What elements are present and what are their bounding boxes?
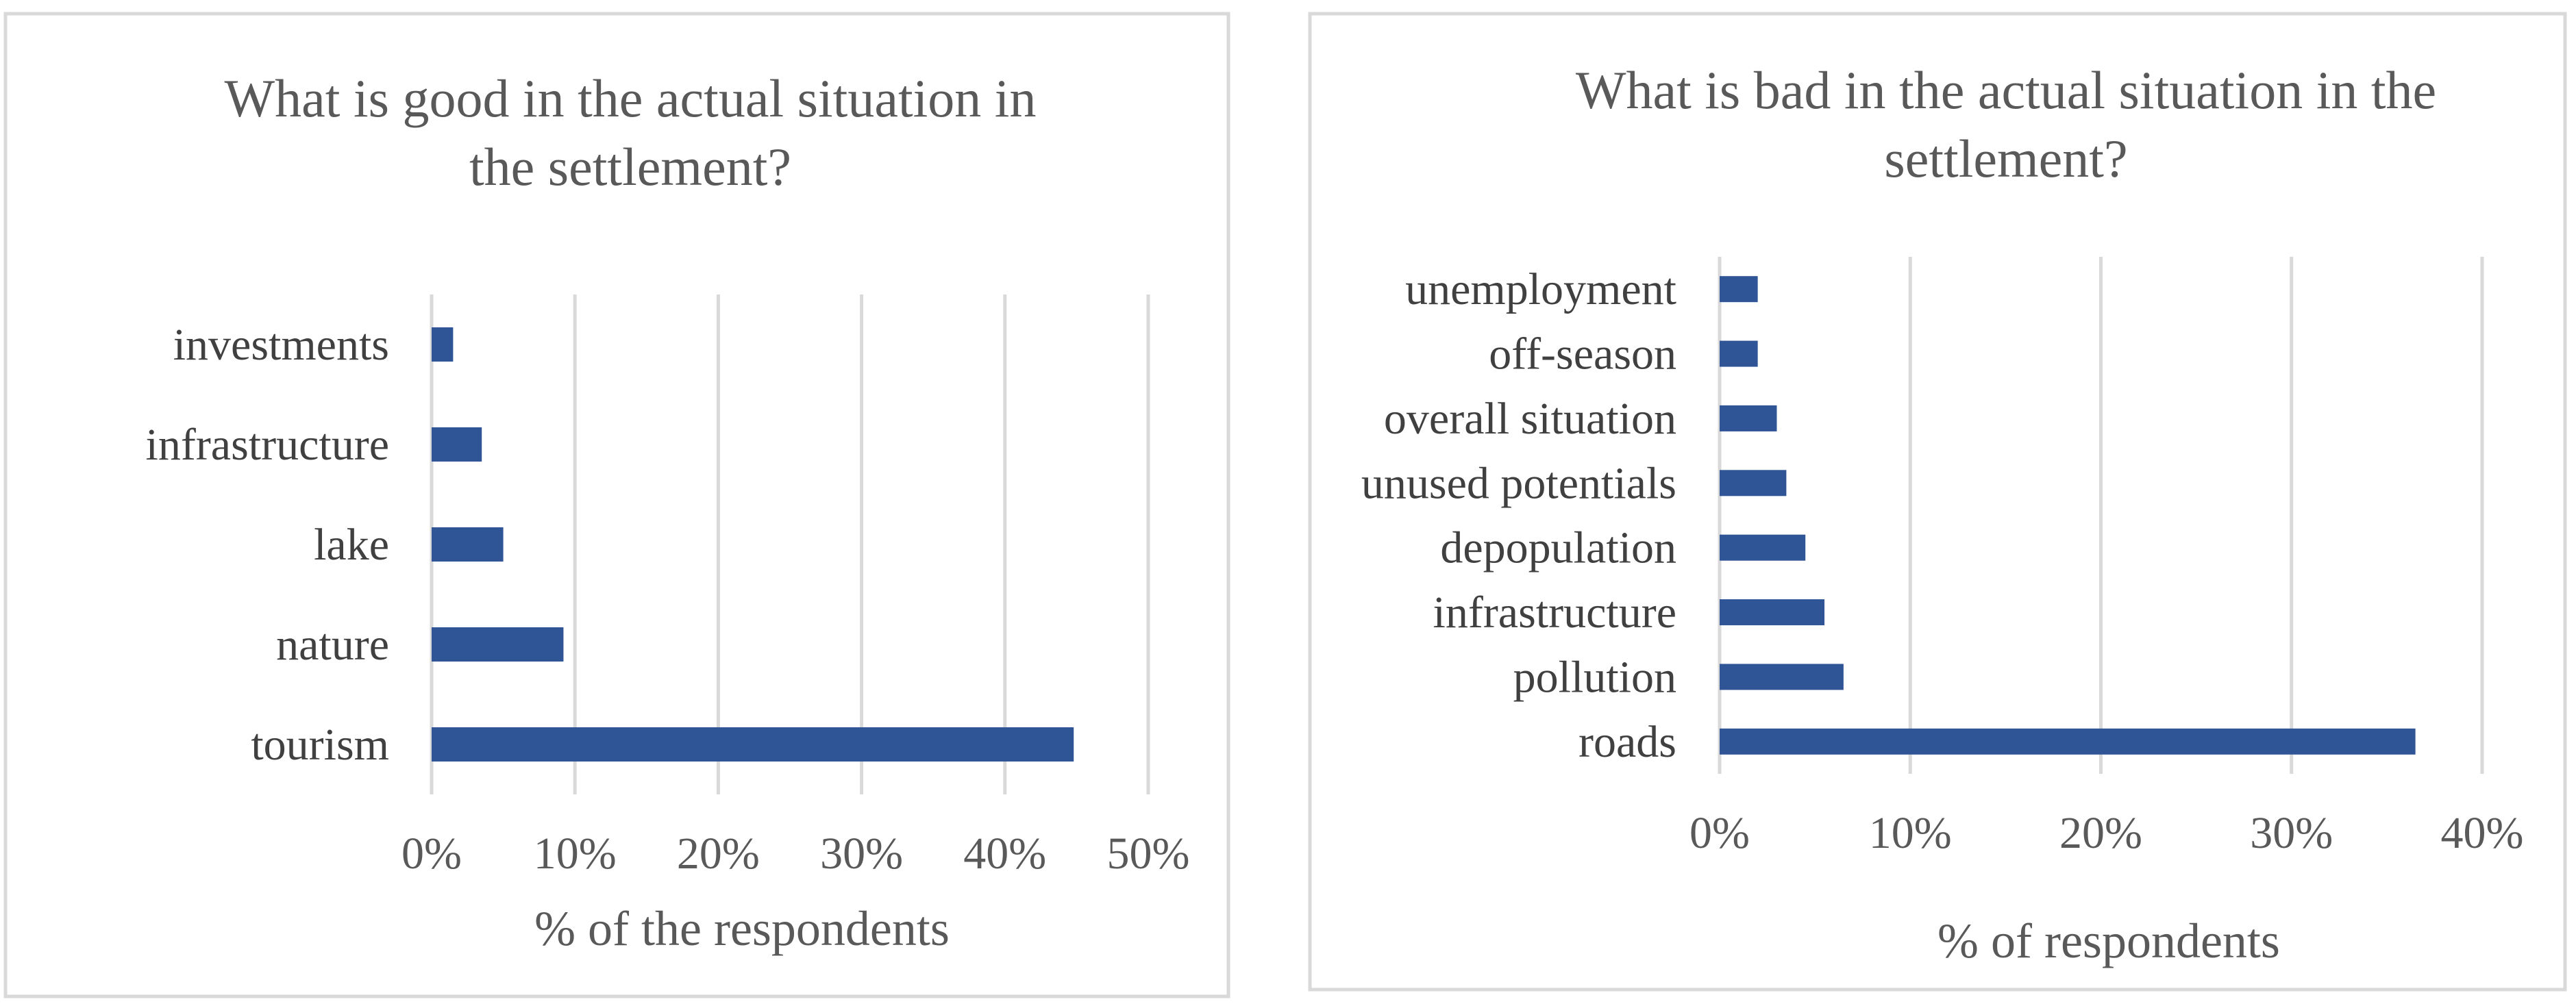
chart-bad-bar	[1720, 664, 1844, 690]
chart-good-tick-label: 30%	[820, 829, 903, 879]
chart-bad-category-label: pollution	[1513, 652, 1676, 702]
chart-bad-tick-label: 40%	[2441, 808, 2524, 858]
chart-bad-bar	[1720, 470, 1787, 496]
chart-bad-bar	[1720, 340, 1758, 367]
chart-good-x-axis-label: % of the respondents	[534, 901, 950, 956]
chart-bad: What is bad in the actual situation in t…	[1308, 12, 2567, 992]
chart-bad-tick-label: 30%	[2250, 808, 2333, 858]
chart-good-tick-label: 0%	[401, 829, 462, 879]
chart-good-category-label: nature	[276, 620, 389, 670]
chart-bad-category-label: depopulation	[1440, 523, 1676, 573]
chart-bad-bar	[1720, 534, 1806, 561]
chart-good-tick-label: 20%	[677, 829, 760, 879]
chart-bad-bar	[1720, 405, 1777, 431]
chart-good-title-line-1: What is good in the actual situation in	[225, 68, 1037, 128]
chart-good-bars	[432, 327, 1074, 762]
chart-good: What is good in the actual situation in …	[3, 12, 1230, 998]
chart-good-title-line-2: the settlement?	[469, 137, 791, 197]
chart-good-category-label: infrastructure	[146, 420, 390, 470]
chart-bad-category-label: infrastructure	[1433, 588, 1677, 638]
chart-bad-frame	[1308, 12, 2567, 992]
chart-good-category-label: investments	[173, 320, 389, 370]
chart-bad-tick-label: 10%	[1869, 808, 1952, 858]
chart-bad-gridlines	[1718, 257, 2484, 774]
chart-good-tick-labels: 0% 10% 20% 30% 40% 50%	[401, 829, 1189, 879]
chart-good-tick-label: 10%	[534, 829, 617, 879]
chart-good-gridlines	[430, 294, 1150, 794]
chart-good-frame	[3, 12, 1230, 998]
chart-bad-category-label: unused potentials	[1361, 458, 1676, 508]
chart-bad-tick-label: 20%	[2059, 808, 2142, 858]
chart-good-bar	[432, 427, 482, 462]
chart-bad-title-line-2: settlement?	[1884, 129, 2127, 188]
chart-bad-category-label: off-season	[1489, 329, 1676, 379]
chart-bad-title-line-1: What is bad in the actual situation in t…	[1576, 60, 2436, 120]
chart-bad-category-label: overall situation	[1384, 394, 1676, 444]
chart-bad-tick-label: 0%	[1689, 808, 1750, 858]
chart-good-category-label: lake	[314, 520, 389, 570]
chart-good-bar	[432, 727, 1074, 762]
chart-good-category-label: tourism	[251, 720, 389, 770]
chart-bad-bars	[1720, 276, 2416, 755]
chart-bad-bar	[1720, 276, 1758, 303]
chart-good-bar	[432, 527, 504, 562]
chart-good-tick-label: 40%	[963, 829, 1046, 879]
chart-good-bar	[432, 327, 454, 362]
chart-good-bar	[432, 627, 564, 662]
chart-bad-category-label: roads	[1578, 717, 1676, 767]
chart-bad-tick-labels: 0% 10% 20% 30% 40%	[1689, 808, 2523, 858]
chart-bad-category-label: unemployment	[1405, 264, 1676, 314]
chart-bad-category-labels: roads pollution infrastructure depopulation…	[1361, 264, 1676, 767]
chart-bad-bar	[1720, 599, 1825, 626]
chart-bad-bar	[1720, 728, 2416, 755]
chart-good-tick-label: 50%	[1107, 829, 1190, 879]
chart-good-category-labels: tourism nature lake infrastructure investmen…	[146, 320, 390, 770]
chart-bad-x-axis-label: % of respondents	[1937, 914, 2280, 968]
